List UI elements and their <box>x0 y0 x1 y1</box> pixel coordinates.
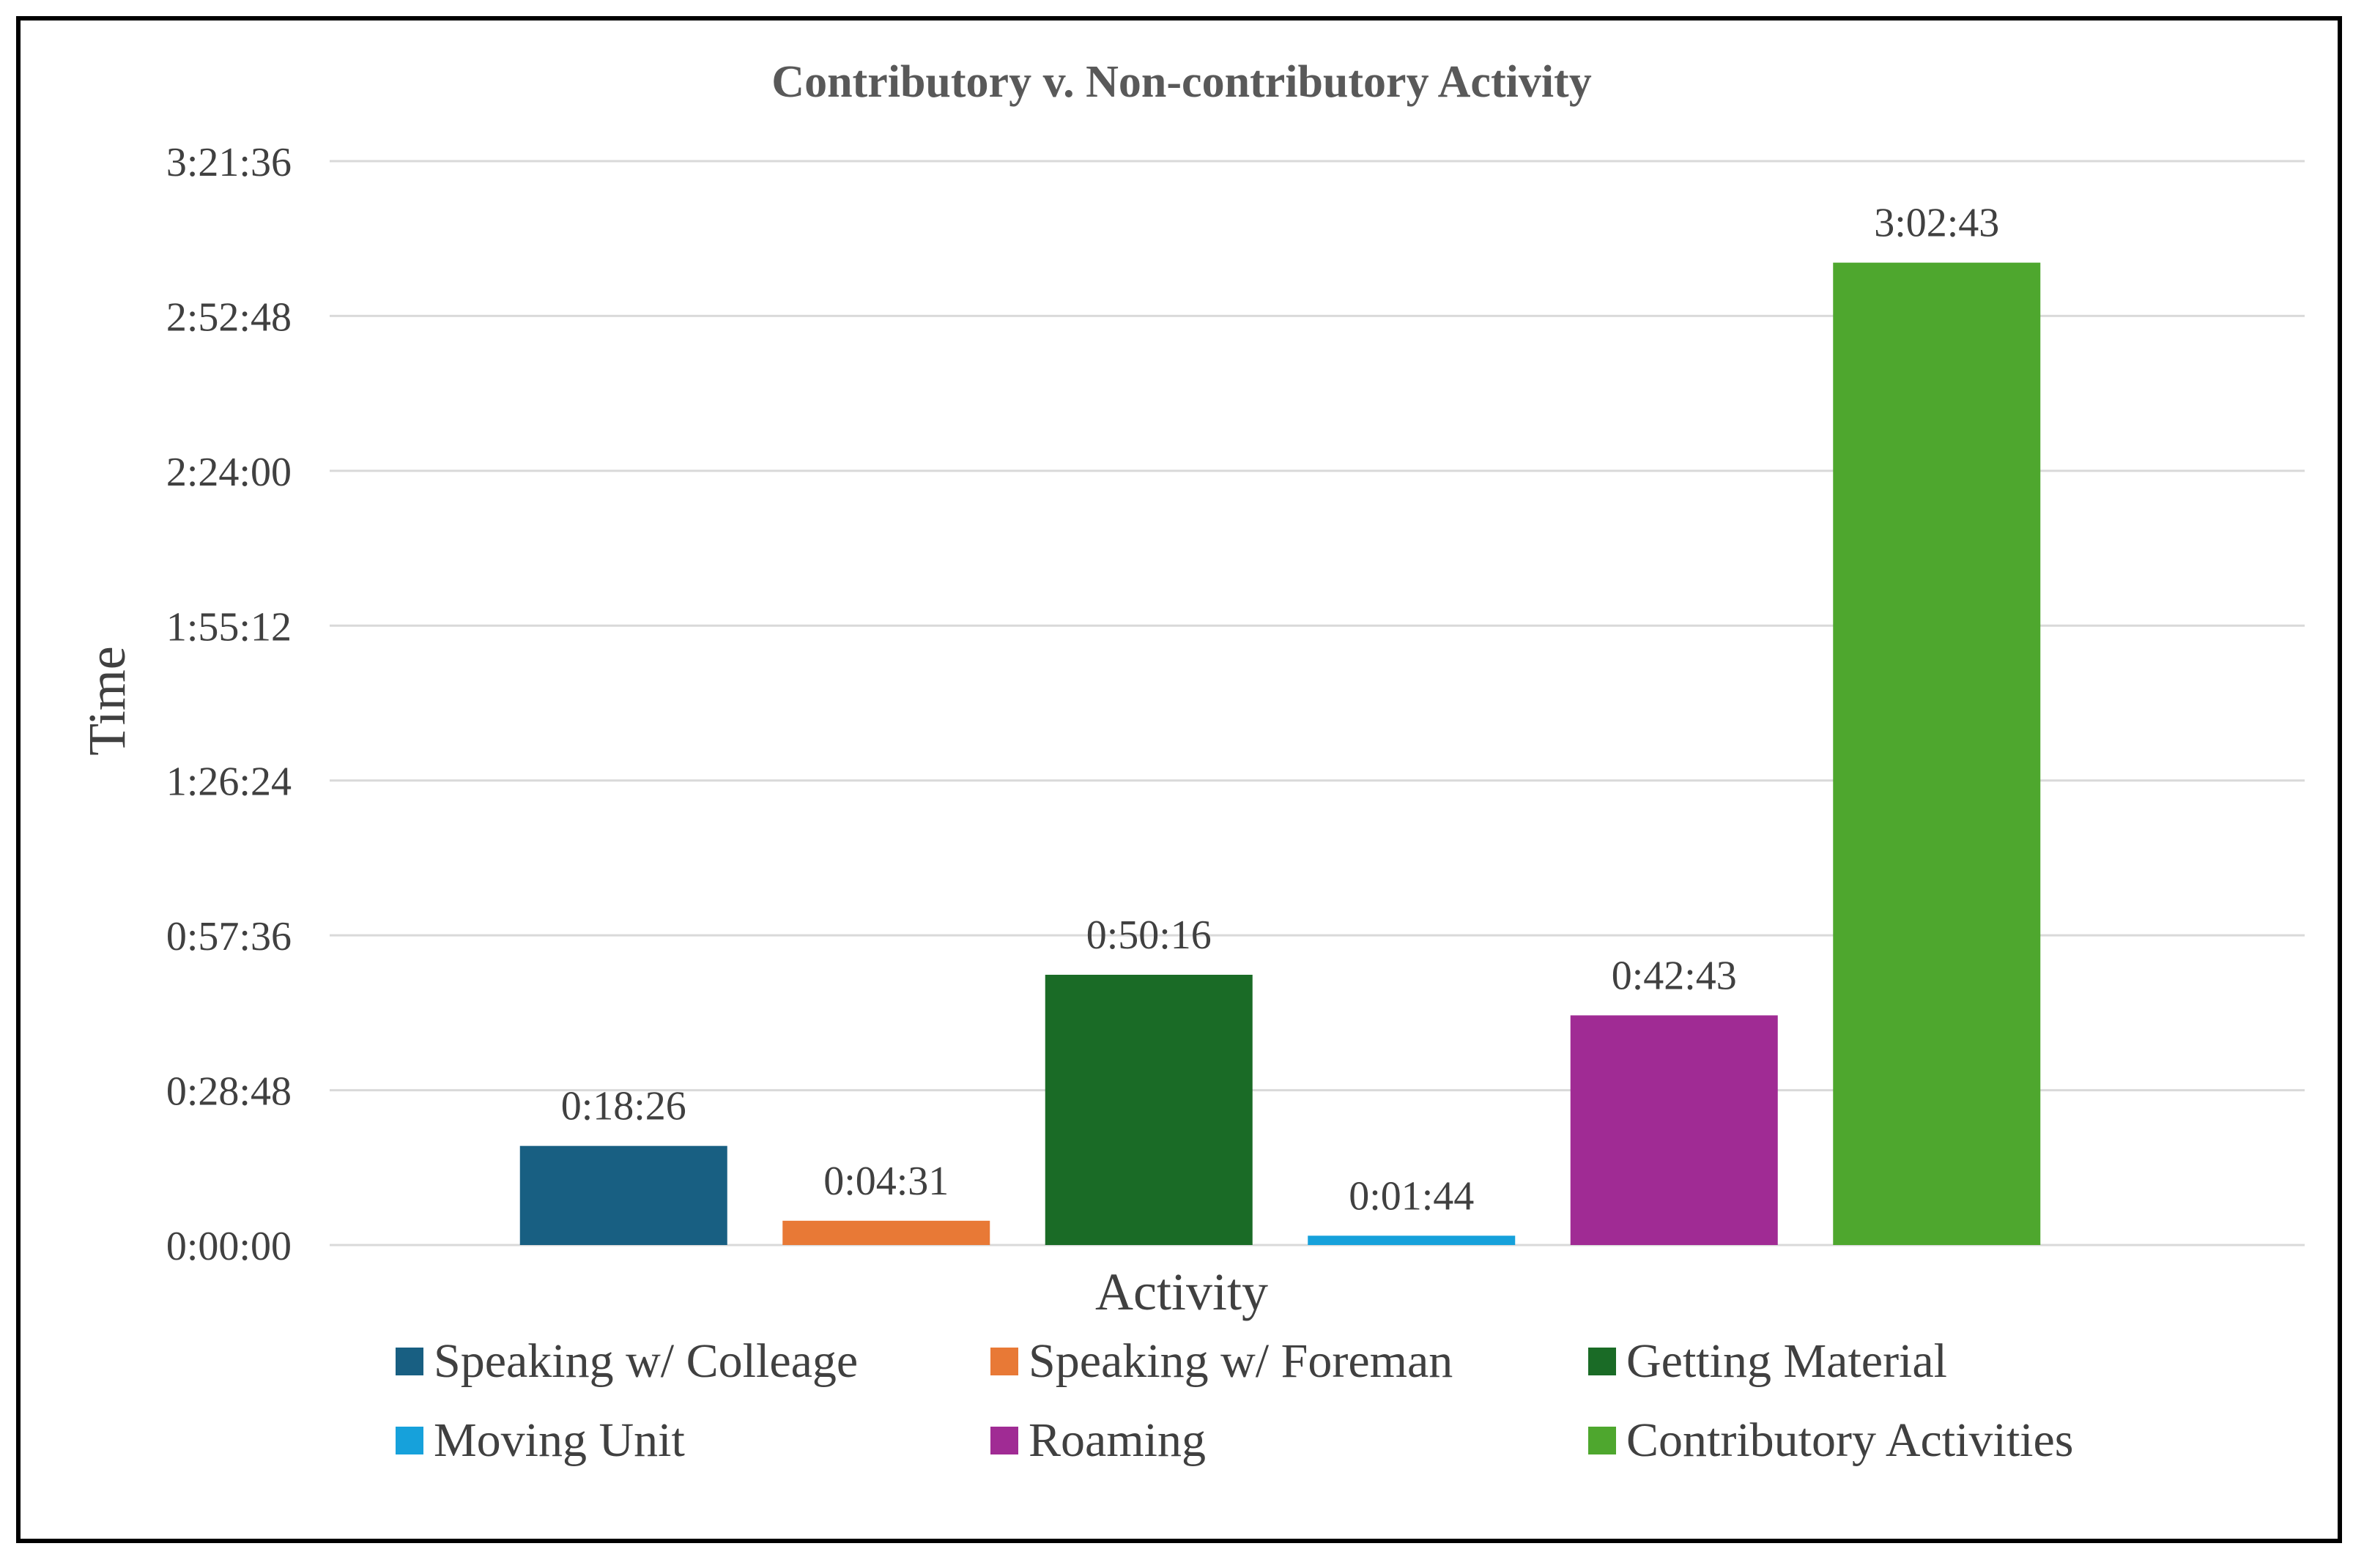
legend-label: Contributory Activities <box>1626 1413 2073 1467</box>
y-tick-label: 2:24:00 <box>166 450 292 495</box>
data-label: 0:42:43 <box>1612 953 1737 998</box>
legend-label: Speaking w/ Foreman <box>1029 1334 1453 1388</box>
data-label: 3:02:43 <box>1874 201 1999 246</box>
bar <box>782 1220 990 1245</box>
legend-swatch <box>396 1348 423 1375</box>
bar <box>1045 974 1253 1245</box>
chart-title: Contributory v. Non-contributory Activit… <box>771 57 1591 107</box>
legend-swatch <box>990 1427 1018 1454</box>
legend-swatch <box>990 1348 1018 1375</box>
legend-item: Contributory Activities <box>1588 1413 2073 1467</box>
x-axis-label: Activity <box>1095 1263 1268 1321</box>
legend: Speaking w/ Colleage Speaking w/ Foreman G… <box>396 1334 2073 1467</box>
y-tick-label: 0:57:36 <box>166 914 292 959</box>
data-label: 0:50:16 <box>1086 913 1212 958</box>
y-tick-label: 1:26:24 <box>166 759 292 805</box>
legend-item: Roaming <box>990 1413 1206 1467</box>
legend-label: Getting Material <box>1626 1334 1947 1388</box>
bar <box>519 1145 727 1245</box>
legend-item: Speaking w/ Colleage <box>396 1334 858 1388</box>
legend-label: Moving Unit <box>434 1413 685 1467</box>
legend-item: Getting Material <box>1588 1334 1947 1388</box>
legend-label: Roaming <box>1029 1413 1206 1467</box>
data-label: 0:01:44 <box>1349 1173 1474 1219</box>
data-label: 0:18:26 <box>561 1084 686 1129</box>
data-labels: 0:18:26 0:04:31 0:50:16 0:01:44 0:42:43 3:02:… <box>561 201 2000 1219</box>
legend-swatch <box>1588 1348 1616 1375</box>
legend-label: Speaking w/ Colleage <box>434 1334 858 1388</box>
y-tick-label: 2:52:48 <box>166 294 292 340</box>
y-tick-label: 0:28:48 <box>166 1069 292 1115</box>
y-tick-label: 0:00:00 <box>166 1224 292 1269</box>
bar <box>1833 262 2041 1245</box>
bar <box>1308 1236 1516 1245</box>
y-tick-label: 1:55:12 <box>166 604 292 650</box>
y-tick-label: 3:21:36 <box>166 140 292 185</box>
legend-swatch <box>396 1427 423 1454</box>
legend-item: Moving Unit <box>396 1413 685 1467</box>
bar <box>1570 1015 1778 1245</box>
data-label: 0:04:31 <box>823 1159 949 1204</box>
bars <box>519 262 2041 1245</box>
legend-swatch <box>1588 1427 1616 1454</box>
y-axis-ticks: 0:00:00 0:28:48 0:57:36 1:26:24 1:55:12 2:24:… <box>166 140 292 1269</box>
legend-item: Speaking w/ Foreman <box>990 1334 1453 1388</box>
y-axis-label: Time <box>78 646 136 755</box>
